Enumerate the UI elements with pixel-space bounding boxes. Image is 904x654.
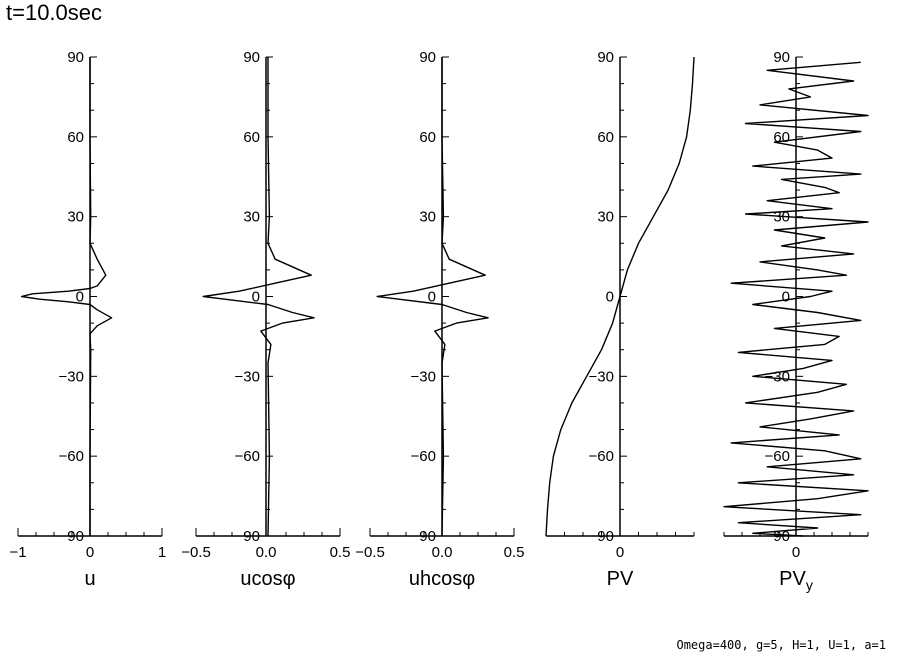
y-tick-label: 30 — [243, 209, 260, 226]
x-axis-label: PVy — [779, 568, 813, 593]
y-tick-label: −90 — [411, 528, 436, 545]
y-tick-label: 90 — [243, 49, 260, 66]
y-tick-label: −90 — [589, 528, 614, 545]
x-axis-label: u — [84, 568, 95, 590]
y-tick-label: −60 — [235, 448, 260, 465]
y-tick-label: 0 — [606, 289, 614, 306]
x-axis-label: uhcosφ — [409, 568, 475, 590]
series-line — [376, 57, 489, 537]
x-tick-label: −0.5 — [355, 544, 385, 561]
y-tick-label: 0 — [428, 289, 436, 306]
y-tick-label: 30 — [419, 209, 436, 226]
y-tick-label: −60 — [59, 448, 84, 465]
y-tick-label: 0 — [252, 289, 260, 306]
y-tick-label: 90 — [597, 49, 614, 66]
chart-title: t=10.0sec — [6, 0, 103, 25]
x-axis-label-subscript: y — [806, 577, 813, 593]
y-tick-label: −90 — [59, 528, 84, 545]
y-tick-label: −60 — [765, 448, 790, 465]
x-tick-label: 1 — [158, 544, 166, 561]
x-axis-label: ucosφ — [240, 568, 295, 590]
x-tick-label: 0.0 — [432, 544, 453, 561]
parameters-caption: Omega=400, g=5, H=1, U=1, a=1 — [676, 638, 886, 652]
x-tick-label: −1 — [9, 544, 26, 561]
series-line — [202, 57, 315, 537]
x-tick-label: 0.5 — [504, 544, 525, 561]
y-tick-label: −30 — [765, 368, 790, 385]
x-tick-label: 0 — [792, 544, 800, 561]
y-tick-label: −90 — [235, 528, 260, 545]
x-tick-label: 0 — [616, 544, 624, 561]
y-tick-label: −60 — [589, 448, 614, 465]
x-axis-label: PV — [607, 568, 634, 590]
series-line — [723, 61, 869, 537]
series-line — [545, 56, 695, 537]
y-tick-label: 60 — [597, 129, 614, 146]
y-tick-label: 60 — [67, 129, 84, 146]
y-tick-label: −30 — [411, 368, 436, 385]
y-tick-label: 90 — [67, 49, 84, 66]
x-tick-label: −0.5 — [181, 544, 211, 561]
x-tick-label: 0.5 — [330, 544, 351, 561]
y-tick-label: −60 — [411, 448, 436, 465]
y-tick-label: 0 — [76, 289, 84, 306]
series-line — [20, 57, 113, 536]
y-tick-label: 30 — [597, 209, 614, 226]
x-tick-label: 0.0 — [256, 544, 277, 561]
y-tick-label: −30 — [59, 368, 84, 385]
x-tick-label: 0 — [86, 544, 94, 561]
y-tick-label: −30 — [235, 368, 260, 385]
y-tick-label: 60 — [243, 129, 260, 146]
y-tick-label: 30 — [773, 209, 790, 226]
y-tick-label: 0 — [782, 289, 790, 306]
y-tick-label: 90 — [419, 49, 436, 66]
y-tick-label: 60 — [419, 129, 436, 146]
y-tick-label: 30 — [67, 209, 84, 226]
y-tick-label: −30 — [589, 368, 614, 385]
y-tick-label: 90 — [773, 49, 790, 66]
